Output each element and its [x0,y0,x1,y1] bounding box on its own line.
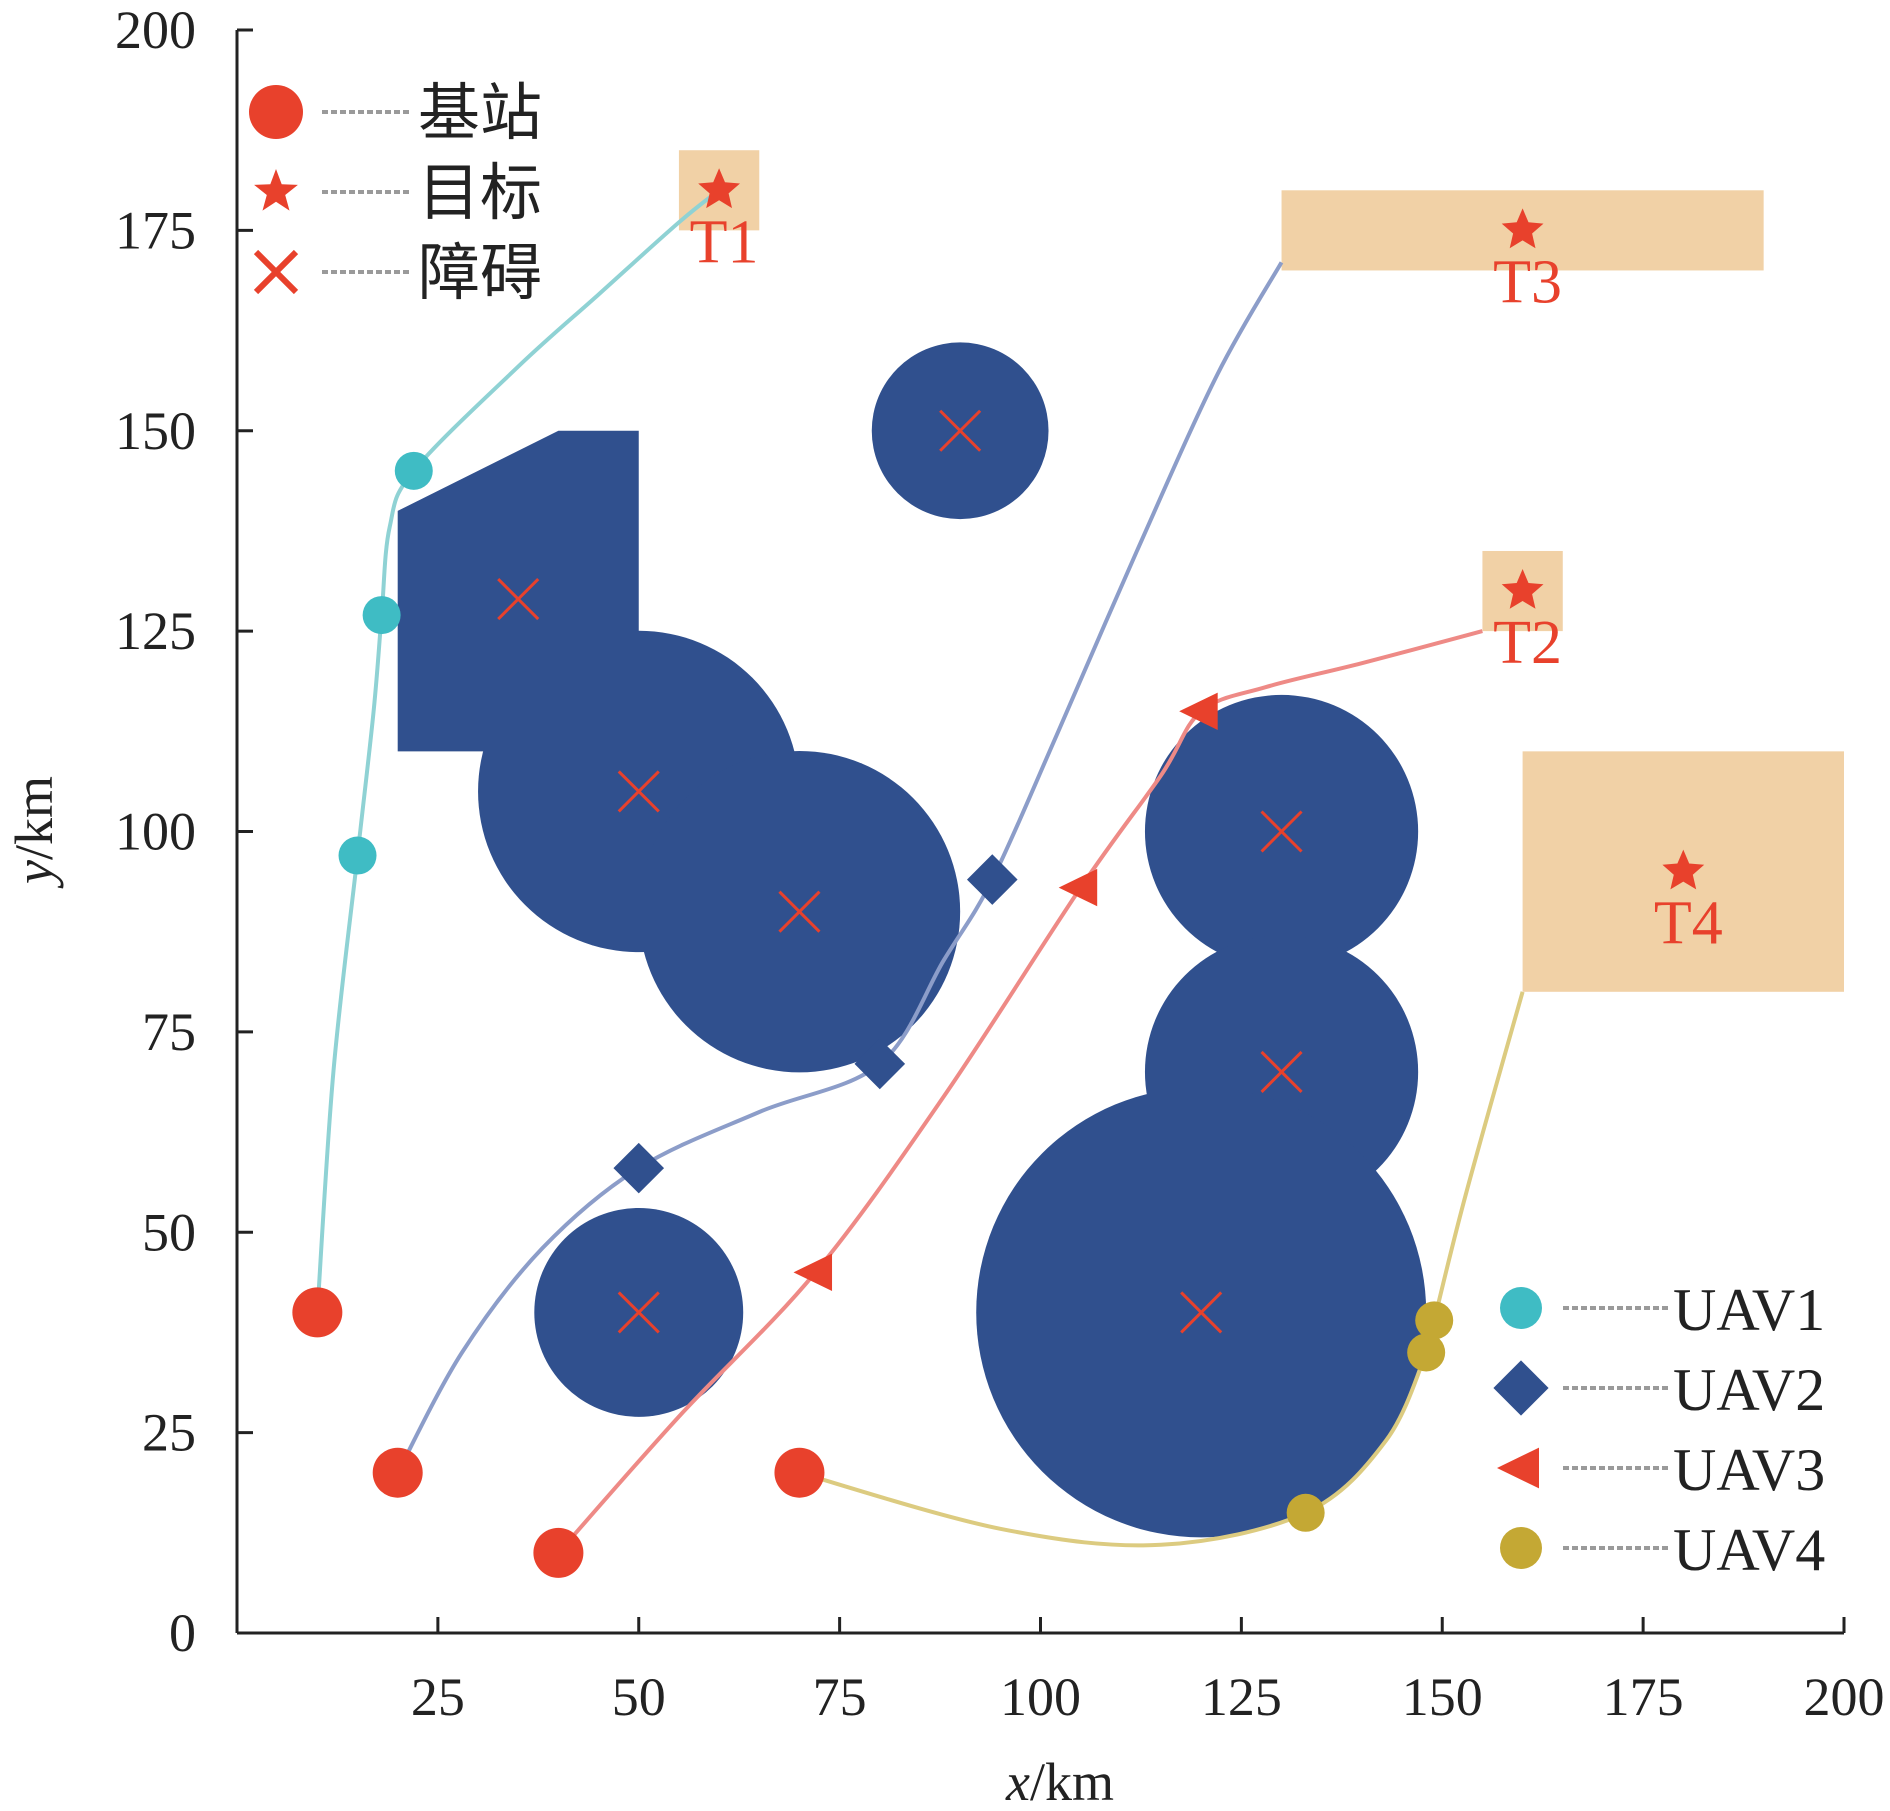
target-star-2 [1501,569,1544,609]
base-station-2 [372,1447,423,1498]
target-label-1: T1 [690,208,759,276]
obstacles [397,342,1427,1538]
obstacle-center-3-b [778,890,821,933]
y-tick-label-200: 200 [115,0,196,60]
uav4-marker-3 [1415,1301,1454,1340]
base-station-4 [774,1447,825,1498]
legend-top-marker-2 [254,169,298,211]
x-tick-label-125: 125 [1201,1667,1282,1727]
y-tick-label-150: 150 [115,401,196,461]
obstacle-center-6-b [1260,810,1303,853]
uav2-marker-3 [966,854,1018,905]
uav1-marker-1 [338,836,377,875]
legend-bottom-marker-2 [1493,1360,1549,1416]
x-tick-label-150: 150 [1402,1667,1483,1727]
uav2-marker-1 [613,1142,665,1194]
uav1-marker-2 [362,596,401,635]
uav3-marker-2 [1058,868,1098,907]
x-axis-label-italic: x [1005,1752,1030,1811]
target-label-2: T2 [1493,609,1562,677]
y-axis-label-italic: y [4,860,64,889]
uav4-path [798,991,1525,1548]
x-tick-label-50: 50 [612,1667,666,1727]
legend-bottom-label-4: UAV4 [1673,1517,1825,1583]
uav4-marker-2 [1407,1333,1446,1372]
x-tick-label-100: 100 [1000,1667,1081,1727]
obstacle-center-1-b [497,578,540,621]
legend-top-marker-1 [249,85,303,139]
legend-bottom-label-3: UAV3 [1673,1437,1825,1503]
obstacle-polygon [397,430,639,752]
obstacle-center-8-b [1180,1291,1223,1334]
legend-top-label-3: 障碍 [418,240,542,308]
uav1-marker-3 [394,451,433,490]
obstacle-center-4-b [939,409,982,452]
target-zones [678,150,1844,992]
obstacle-center-7-b [1260,1050,1303,1094]
uav3-marker-1 [793,1253,833,1292]
legend-bottom-marker-1 [1500,1287,1542,1329]
x-tick-label-25: 25 [411,1667,465,1727]
y-tick-label-50: 50 [142,1202,196,1262]
y-tick-label-125: 125 [115,601,196,661]
uav2-path [395,261,1284,1474]
legend-top-label-2: 目标 [418,160,542,228]
legend-bottom-label-2: UAV2 [1673,1357,1825,1423]
uav-markers [292,168,1705,1578]
legend-top-marker-3 [253,249,299,295]
obstacle-center-5-b [617,1291,660,1334]
axes: 25 50 75 100 125 150 175 200 0 25 50 75 100 125 150 175… [115,0,1885,1727]
uav-paths [315,188,1525,1555]
target-star-4 [1662,849,1705,890]
target-labels: T1 T2 T3 T4 [690,208,1723,957]
legend-bottom-marker-3 [1497,1447,1539,1489]
uav4-marker-1 [1286,1493,1325,1532]
uav2-marker-2 [854,1038,906,1090]
x-tick-label-75: 75 [813,1667,867,1727]
target-label-3: T3 [1493,248,1562,316]
x-tick-label-200: 200 [1804,1667,1885,1727]
target-star-1 [698,168,740,209]
legend-bottom-label-1: UAV1 [1673,1277,1825,1343]
obstacle-center-2-b [617,770,660,813]
uav1-path [315,188,721,1313]
uav3-path [556,629,1483,1555]
legend-bottom-marker-4 [1500,1527,1542,1569]
base-station-1 [292,1287,343,1338]
base-station-3 [533,1527,584,1578]
legend-top-label-1: 基站 [418,80,542,148]
x-axis-label-unit: /km [1030,1752,1114,1811]
y-tick-label-0: 0 [169,1603,196,1663]
target-label-4: T4 [1654,890,1723,958]
y-axis-label-unit: /km [4,776,64,860]
uav3-marker-3 [1179,692,1218,730]
y-tick-label-100: 100 [115,802,196,862]
y-tick-label-75: 75 [142,1002,196,1062]
legend-top-marker-3-stroke-b [253,249,299,295]
y-tick-label-25: 25 [142,1403,196,1463]
x-tick-label-175: 175 [1603,1667,1684,1727]
x-axis-label: x/km [1005,1752,1114,1811]
y-tick-label-175: 175 [115,200,196,260]
target-star-3 [1501,208,1544,249]
y-axis-label: y/km [4,776,64,889]
